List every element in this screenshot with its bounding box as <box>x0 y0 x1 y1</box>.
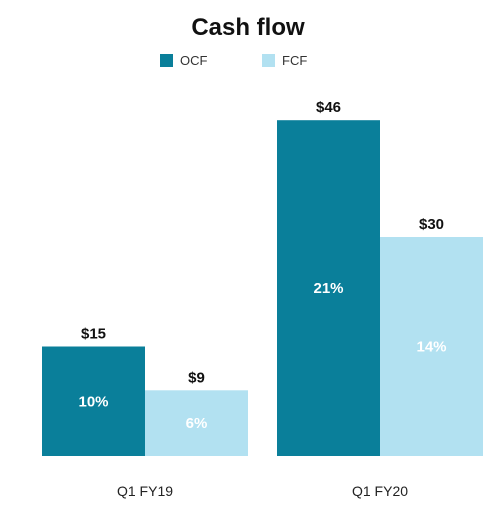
legend-swatch-ocf <box>160 53 173 67</box>
legend-swatch-fcf <box>262 53 275 67</box>
percent-label-ocf-q1-fy19: 10% <box>78 393 108 410</box>
legend-label-ocf: OCF <box>180 52 208 68</box>
percent-label-fcf-q1-fy20: 14% <box>416 339 446 356</box>
bar-fcf-q1-fy19 <box>145 390 248 456</box>
value-label-fcf-q1-fy20: $30 <box>419 216 444 233</box>
category-label-q1-fy20: Q1 FY20 <box>352 483 408 499</box>
value-label-ocf-q1-fy20: $46 <box>316 99 341 116</box>
legend-item-fcf: FCF <box>262 52 307 68</box>
percent-label-ocf-q1-fy20: 21% <box>313 280 343 297</box>
value-label-fcf-q1-fy19: $9 <box>188 369 205 386</box>
legend-item-ocf: OCF <box>160 52 207 68</box>
legend-label-fcf: FCF <box>282 52 308 68</box>
value-label-ocf-q1-fy19: $15 <box>81 326 106 343</box>
bar-fcf-q1-fy20 <box>380 237 483 456</box>
bar-ocf-q1-fy19 <box>42 346 145 456</box>
bar-ocf-q1-fy20 <box>277 120 380 456</box>
chart-title: Cash flow <box>191 14 305 41</box>
category-label-q1-fy19: Q1 FY19 <box>117 483 173 499</box>
percent-label-fcf-q1-fy19: 6% <box>186 415 208 432</box>
